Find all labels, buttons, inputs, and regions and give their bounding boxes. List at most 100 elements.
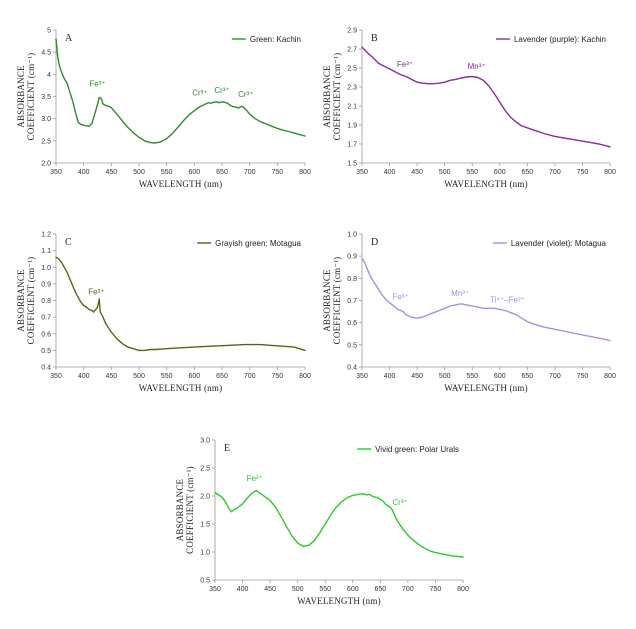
y-tick-label: 2.5 (347, 66, 357, 73)
y-tick-label: 3.5 (41, 94, 51, 101)
legend-label: Vivid green: Polar Urals (375, 445, 459, 454)
y-tick-label: 2.9 (347, 28, 357, 35)
x-tick-label: 400 (78, 373, 90, 380)
y-tick-label: 0.8 (347, 276, 357, 283)
y-tick-label: 1.9 (347, 123, 357, 130)
x-tick-label: 700 (549, 373, 561, 380)
y-tick-label: 1.5 (347, 161, 357, 168)
x-tick-label: 350 (356, 373, 368, 380)
y-tick-label: 1.2 (41, 232, 51, 239)
y-tick-label: 1.0 (200, 550, 210, 557)
panel-letter: A (65, 33, 73, 44)
x-tick-label: 650 (521, 373, 533, 380)
x-tick-label: 600 (188, 373, 200, 380)
y-tick-label: 5 (47, 28, 51, 35)
peak-annotation: Cr³⁺ (192, 89, 207, 98)
x-tick-label: 550 (466, 169, 478, 176)
x-tick-label: 650 (216, 169, 228, 176)
panel-letter: C (65, 237, 72, 248)
x-tick-label: 400 (384, 373, 396, 380)
x-tick-label: 500 (292, 586, 304, 593)
y-tick-label: 2.7 (347, 47, 357, 54)
y-tick-label: 2.5 (200, 466, 210, 473)
panel-letter: E (224, 443, 230, 454)
legend-label: Green: Kachin (250, 35, 301, 44)
peak-annotation: Cr³⁺ (214, 86, 229, 95)
legend-label: Grayish green: Motagua (215, 239, 301, 248)
y-tick-label: 1.5 (200, 522, 210, 529)
x-tick-label: 750 (271, 169, 283, 176)
panel-b: 350 400 450 500 550 600 650 700 750 800 1.5 1.7 1.9 2… (322, 28, 616, 190)
legend-label: Lavender (purple): Kachin (514, 35, 606, 44)
legend-label: Lavender (violet): Motagua (511, 239, 607, 248)
y-tick-label: 0.9 (347, 254, 357, 261)
x-tick-label: 600 (188, 169, 200, 176)
x-tick-label: 650 (521, 169, 533, 176)
x-tick-label: 500 (133, 169, 145, 176)
y-tick-label: 0.5 (200, 578, 210, 585)
x-tick-label: 350 (356, 169, 368, 176)
peak-annotation: Ti⁴⁺–Fe²⁺ (490, 296, 525, 305)
y-tick-label: 4 (47, 72, 51, 79)
x-tick-label: 700 (549, 169, 561, 176)
x-tick-label: 350 (209, 586, 221, 593)
panel-e: 350 400 450 500 550 600 650 700 750 800 0.5 1.0 1.5 2… (175, 438, 469, 607)
y-axis-title-line2: COEFFICIENT (cm⁻¹) (332, 257, 342, 345)
y-tick-label: 1.1 (41, 248, 51, 255)
axes-frame (361, 30, 610, 164)
y-tick-label: 1.0 (41, 265, 51, 272)
x-tick-label: 700 (244, 373, 256, 380)
y-tick-label: 0.7 (41, 315, 51, 322)
panel-d: 350 400 450 500 550 600 650 700 750 800 0.4 0.5 0.6 0… (322, 232, 616, 394)
x-tick-label: 400 (237, 586, 249, 593)
y-axis-title-line1: ABSORBANCE (175, 478, 185, 541)
x-axis-title: WAVELENGTH (nm) (139, 179, 223, 189)
peak-annotation: Mn³⁺ (451, 289, 469, 298)
x-tick-label: 450 (411, 373, 423, 380)
peak-annotation: Fe³⁺ (88, 288, 104, 297)
x-axis-title: WAVELENGTH (nm) (444, 179, 528, 189)
y-tick-label: 3.0 (41, 116, 51, 123)
x-axis-title: WAVELENGTH (nm) (444, 383, 528, 393)
panel-letter: D (371, 237, 378, 248)
y-axis-title-line1: ABSORBANCE (16, 65, 26, 128)
x-tick-label: 800 (299, 373, 311, 380)
peak-annotation: Fe³⁺ (392, 292, 408, 301)
x-tick-label: 350 (50, 169, 62, 176)
x-tick-label: 450 (411, 169, 423, 176)
y-axis-title-line2: COEFFICIENT (cm⁻¹) (26, 53, 36, 141)
y-tick-label: 1.0 (347, 232, 357, 239)
y-axis-title-line1: ABSORBANCE (16, 269, 26, 332)
y-tick-label: 2.5 (41, 138, 51, 145)
x-tick-label: 350 (50, 373, 62, 380)
x-tick-label: 400 (78, 169, 90, 176)
y-tick-label: 0.4 (347, 365, 357, 372)
x-tick-label: 750 (430, 586, 442, 593)
series-line (55, 256, 306, 352)
x-tick-label: 450 (105, 373, 117, 380)
x-tick-label: 550 (161, 169, 173, 176)
y-axis-title-line1: ABSORBANCE (322, 269, 332, 332)
y-tick-label: 0.6 (347, 320, 357, 327)
y-axis-title-line2: COEFFICIENT (cm⁻¹) (26, 257, 36, 345)
x-tick-label: 500 (133, 373, 145, 380)
x-tick-label: 650 (216, 373, 228, 380)
y-tick-label: 3.0 (200, 438, 210, 445)
x-tick-label: 800 (299, 169, 311, 176)
x-tick-label: 550 (319, 586, 331, 593)
axes-frame (55, 30, 305, 164)
y-tick-label: 2.0 (41, 161, 51, 168)
series-line (214, 489, 464, 558)
x-tick-label: 800 (457, 586, 469, 593)
x-tick-label: 450 (264, 586, 276, 593)
x-tick-label: 500 (439, 169, 451, 176)
y-tick-label: 4.5 (41, 50, 51, 57)
series-line (55, 38, 306, 144)
panel-c: 350 400 450 500 550 600 650 700 750 800 0.4 0.5 0.6 0… (16, 232, 311, 394)
panel-letter: B (371, 33, 378, 44)
x-tick-label: 600 (347, 586, 359, 593)
y-axis-title-line1: ABSORBANCE (322, 65, 332, 128)
axes-frame (55, 234, 305, 368)
x-tick-label: 600 (494, 169, 506, 176)
